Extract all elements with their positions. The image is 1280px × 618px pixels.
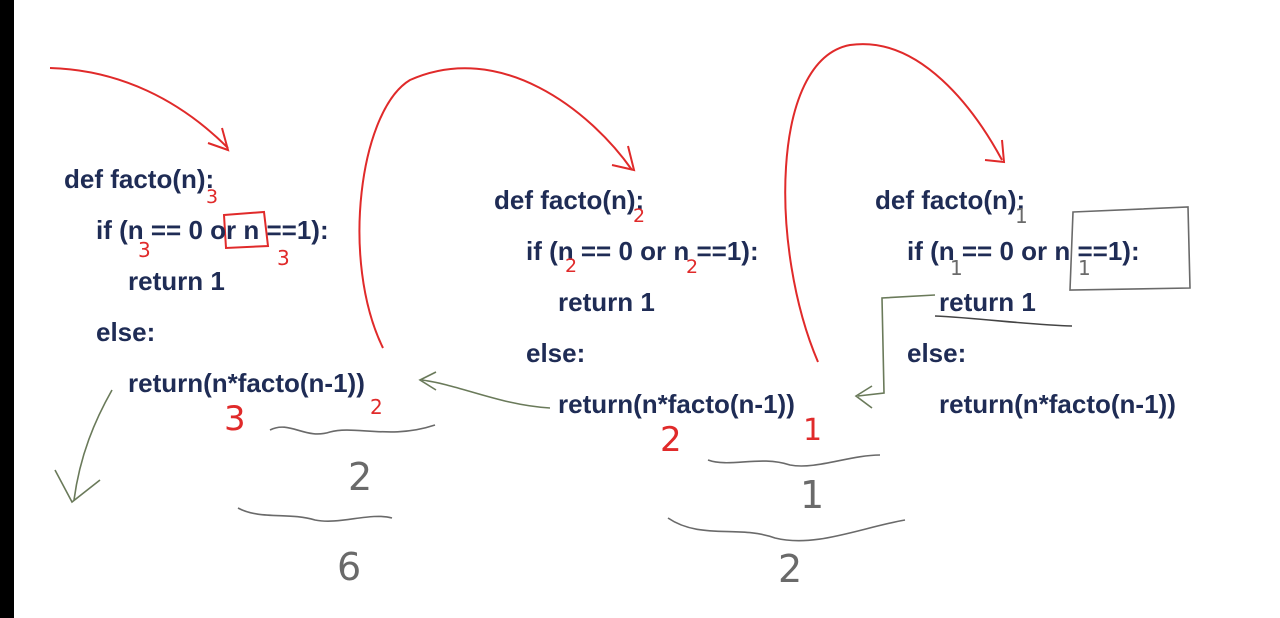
frame-3-def-line: def facto(n): [875, 185, 1026, 215]
frame-2-n-check-2: 2 [686, 256, 699, 278]
return-arrow-head-2 [418, 371, 437, 391]
frame-3-else-line: else: [907, 338, 967, 368]
left-edge-bar [0, 0, 14, 618]
frame-3-if-line: if (n == 0 or n ==1): [907, 236, 1140, 266]
brace-frame-2-outer [667, 517, 906, 542]
frame-2-result-inner: 1 [800, 473, 825, 517]
frame-2-result-total: 2 [778, 547, 803, 591]
frame-3-recursive-return-line: return(n*facto(n-1)) [939, 389, 1176, 419]
frame-3-n-check-2: 1 [1078, 256, 1091, 280]
frame-2-if-line: if (n == 0 or n ==1): [526, 236, 759, 266]
call-arrow-head-1 [207, 127, 230, 152]
frame-3-highlight-box [1069, 206, 1191, 291]
brace-frame-1-outer [237, 507, 393, 522]
frame-1-result-total: 6 [337, 545, 362, 589]
call-arrow-head-3 [984, 139, 1006, 164]
return-1-underline [934, 315, 1073, 327]
frame-2-else-line: else: [526, 338, 586, 368]
frame-3-n-value: 1 [1015, 204, 1028, 228]
frame-1-outer-n: 3 [224, 399, 246, 439]
frame-1-result-inner: 2 [348, 455, 373, 499]
frame-2-def-line: def facto(n): [494, 185, 645, 215]
return-arrow-frame-2-to-1 [421, 379, 551, 409]
call-arrow-frame-2-to-3 [784, 43, 1003, 363]
frame-1-return-1-line: return 1 [128, 266, 225, 296]
frame-3-n-check-1: 1 [950, 256, 963, 280]
frame-2-inner-arg: 1 [803, 413, 823, 448]
frame-2-outer-n: 2 [660, 420, 682, 460]
frame-1-n-check-1: 3 [138, 238, 151, 262]
frame-1-recursive-return-line: return(n*facto(n-1)) [128, 368, 365, 398]
frame-1-inner-arg: 2 [370, 395, 383, 419]
call-arrow-frame-1-to-2 [358, 67, 633, 349]
frame-2-n-value: 2 [633, 205, 646, 227]
frame-2-return-1-line: return 1 [558, 287, 655, 317]
frame-2-recursive-return-line: return(n*facto(n-1)) [558, 389, 795, 419]
frame-1-else-line: else: [96, 317, 156, 347]
frame-1-if-line: if (n == 0 or n ==1): [96, 215, 329, 245]
frame-1-n-check-2: 3 [277, 246, 290, 270]
final-return-arrow [73, 389, 113, 501]
return-arrow-head-3 [854, 385, 873, 409]
frame-2-n-check-1: 2 [565, 255, 578, 277]
return-arrow-frame-3-to-2 [857, 294, 936, 397]
brace-frame-2-inner [707, 454, 881, 467]
frame-1-def-line: def facto(n): [64, 164, 215, 194]
frame-3-return-1-line: return 1 [939, 287, 1036, 317]
frame-1-n-value: 3 [206, 186, 219, 208]
brace-frame-1-inner [269, 424, 436, 435]
or-highlight-box [222, 210, 270, 250]
final-return-arrow-head [54, 469, 101, 504]
call-arrow-head-2 [611, 145, 636, 172]
call-arrow-into-frame-1 [49, 67, 229, 149]
